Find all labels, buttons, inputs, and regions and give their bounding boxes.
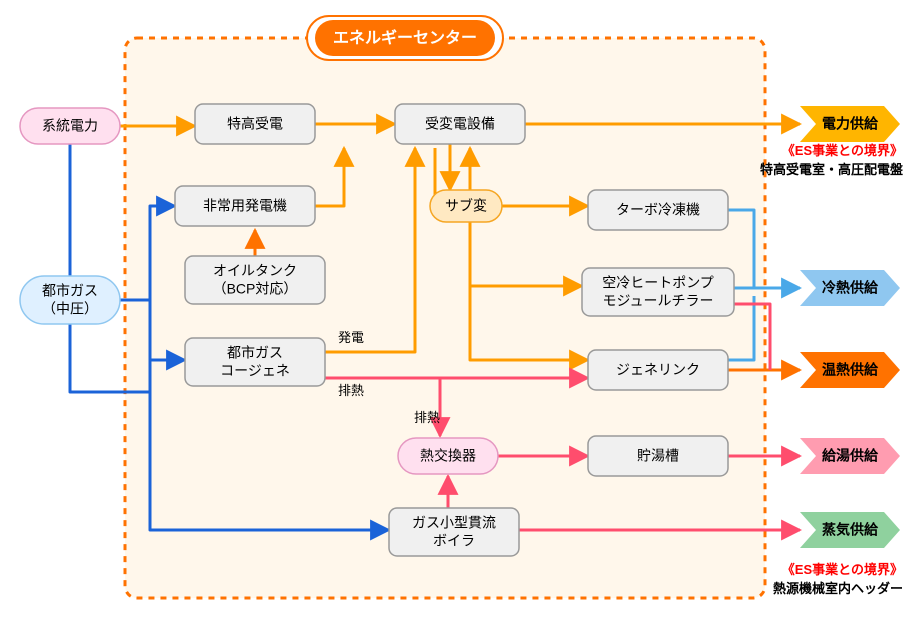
svg-text:ボイラ: ボイラ xyxy=(433,533,475,549)
svg-text:排熱: 排熱 xyxy=(338,383,364,398)
svg-text:受変電設備: 受変電設備 xyxy=(425,116,495,132)
node-citygas: 都市ガス （中圧） xyxy=(20,276,120,324)
svg-text:エネルギーセンター: エネルギーセンター xyxy=(333,28,477,47)
svg-text:（中圧）: （中圧） xyxy=(42,301,98,317)
svg-text:コージェネ: コージェネ xyxy=(220,363,290,379)
svg-text:温熱供給: 温熱供給 xyxy=(822,362,879,378)
svg-text:ターボ冷凍機: ターボ冷凍機 xyxy=(616,202,700,218)
svg-text:特高受電室・高圧配電盤: 特高受電室・高圧配電盤 xyxy=(760,162,904,177)
svg-text:電力供給: 電力供給 xyxy=(822,116,879,132)
svg-text:都市ガス: 都市ガス xyxy=(227,345,283,361)
svg-text:貯湯槽: 貯湯槽 xyxy=(637,448,679,464)
node-cogene: 都市ガスコージェネ xyxy=(185,338,325,386)
node-tank: 貯湯槽 xyxy=(588,436,728,476)
svg-text:ジェネリンク: ジェネリンク xyxy=(616,362,700,378)
output-out_steam: 蒸気供給 xyxy=(800,512,900,548)
svg-text:特高受電: 特高受電 xyxy=(227,116,283,132)
node-heatpump: 空冷ヒートポンプモジュールチラー xyxy=(582,268,734,316)
svg-text:非常用発電機: 非常用発電機 xyxy=(203,198,287,214)
node-subhen: サブ変 xyxy=(430,190,502,222)
node-grid: 系統電力 xyxy=(20,108,120,144)
svg-text:冷熱供給: 冷熱供給 xyxy=(822,280,879,296)
svg-text:都市ガス: 都市ガス xyxy=(42,283,98,299)
svg-text:モジュールチラー: モジュールチラー xyxy=(602,293,713,309)
energy-center-diagram: エネルギーセンター発電排熱排熱系統電力特高受電受変電設備サブ変非常用発電機オイル… xyxy=(0,0,920,629)
output-out_power: 電力供給 xyxy=(800,106,900,142)
node-sub_high: 特高受電 xyxy=(195,104,315,144)
node-hex: 熱交換器 xyxy=(398,438,498,474)
node-boiler: ガス小型貫流ボイラ xyxy=(389,508,519,556)
svg-text:（BCP対応）: （BCP対応） xyxy=(213,281,298,297)
svg-text:サブ変: サブ変 xyxy=(445,198,487,214)
svg-text:熱交換器: 熱交換器 xyxy=(420,448,476,464)
svg-text:蒸気供給: 蒸気供給 xyxy=(822,522,879,538)
output-out_heat: 温熱供給 xyxy=(800,352,900,388)
svg-text:熱源機械室内ヘッダー: 熱源機械室内ヘッダー xyxy=(773,581,903,596)
node-gen: 非常用発電機 xyxy=(175,186,315,226)
svg-text:排熱: 排熱 xyxy=(414,410,440,425)
node-turbo: ターボ冷凍機 xyxy=(588,190,728,230)
node-oil: オイルタンク （BCP対応） xyxy=(185,256,325,304)
svg-text:オイルタンク: オイルタンク xyxy=(213,263,297,279)
output-out_hot: 給湯供給 xyxy=(800,438,900,474)
svg-text:ガス小型貫流: ガス小型貫流 xyxy=(412,515,496,531)
svg-text:《ES事業との境界》: 《ES事業との境界》 xyxy=(782,143,903,158)
svg-text:発電: 発電 xyxy=(338,330,364,345)
svg-text:給湯供給: 給湯供給 xyxy=(822,448,879,464)
svg-text:空冷ヒートポンプ: 空冷ヒートポンプ xyxy=(602,275,714,291)
svg-text:系統電力: 系統電力 xyxy=(42,118,98,134)
node-genelink: ジェネリンク xyxy=(588,350,728,390)
svg-text:《ES事業との境界》: 《ES事業との境界》 xyxy=(782,562,903,577)
node-switchgear: 受変電設備 xyxy=(395,104,525,144)
output-out_cool: 冷熱供給 xyxy=(800,270,900,306)
